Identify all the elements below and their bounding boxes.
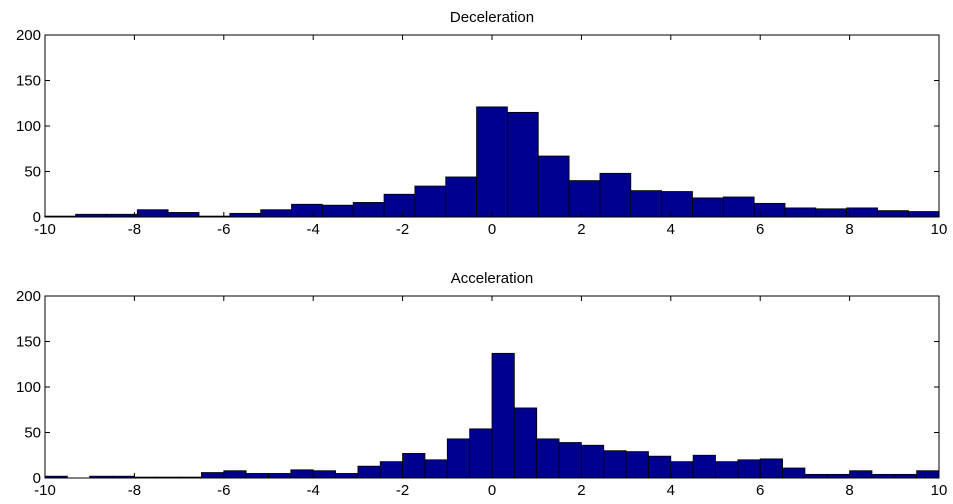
histogram-bar xyxy=(357,465,381,479)
histogram-bar xyxy=(599,172,632,218)
x-tick-label: -4 xyxy=(307,482,320,499)
histogram-bar xyxy=(290,469,314,479)
histogram-bar xyxy=(907,211,940,218)
histogram-bar xyxy=(630,190,663,218)
histogram-bar xyxy=(491,352,515,479)
x-tick-label: -8 xyxy=(128,482,141,499)
histogram-bar xyxy=(893,473,918,479)
y-tick-label: 0 xyxy=(33,470,41,487)
histogram-bar xyxy=(537,155,570,218)
y-tick-label: 200 xyxy=(16,27,41,44)
x-tick-label: -2 xyxy=(396,482,409,499)
histogram-bar xyxy=(871,473,895,479)
histogram-bar xyxy=(352,202,385,218)
x-tick-label: 10 xyxy=(931,482,948,499)
histogram-bar xyxy=(877,210,909,218)
x-tick-label: 10 xyxy=(931,221,948,238)
chart-title: Acceleration xyxy=(451,270,534,287)
histogram-bar xyxy=(445,176,477,218)
histogram-bar xyxy=(722,196,755,218)
deceleration-histogram: Deceleration -10 -8 -6 -4 -2 0 2 4 6 8 10050100150… xyxy=(16,9,947,238)
histogram-bar xyxy=(692,197,724,218)
histogram-bar xyxy=(916,470,940,479)
histogram-bar xyxy=(782,467,806,479)
histogram-bar xyxy=(379,461,404,479)
histogram-bar xyxy=(469,428,493,479)
histogram-bar xyxy=(402,453,426,479)
histogram-bar xyxy=(260,209,292,218)
histogram-bar xyxy=(558,442,582,479)
histogram-bar xyxy=(136,209,169,218)
histogram-bar xyxy=(784,207,817,218)
histogram-bar xyxy=(414,185,447,218)
acceleration-histogram: Acceleration -10 -8 -6 -4 -2 0 2 4 6 8 10050100150… xyxy=(16,270,947,499)
x-tick-label: 6 xyxy=(756,482,764,499)
histogram-bar xyxy=(201,472,225,479)
histogram-bar xyxy=(670,461,694,479)
histogram-bar xyxy=(268,473,292,479)
y-tick-label: 150 xyxy=(16,73,41,90)
histogram-bar xyxy=(476,106,508,218)
x-tick-label: -2 xyxy=(396,221,409,238)
histogram-bar xyxy=(291,203,323,218)
histogram-bar xyxy=(692,454,716,479)
histogram-bar xyxy=(753,202,786,218)
y-tick-label: 100 xyxy=(16,379,41,396)
x-tick-label: 6 xyxy=(756,221,764,238)
histogram-bar xyxy=(849,470,873,479)
y-tick-label: 150 xyxy=(16,334,41,351)
histogram-bar xyxy=(737,459,761,479)
x-tick-label: -10 xyxy=(34,482,56,499)
histogram-bar xyxy=(804,473,828,479)
histogram-bar xyxy=(229,212,262,218)
histogram-bar xyxy=(167,212,200,218)
x-tick-label: 0 xyxy=(488,482,496,499)
x-tick-label: 2 xyxy=(577,221,585,238)
chart-title: Deceleration xyxy=(450,9,534,26)
x-tick-label: -10 xyxy=(34,221,56,238)
histogram-bar xyxy=(661,191,693,218)
y-tick-label: 50 xyxy=(24,164,41,181)
x-tick-label: 8 xyxy=(845,221,853,238)
y-tick-label: 50 xyxy=(24,425,41,442)
histogram-bar xyxy=(312,470,336,479)
x-tick-label: -6 xyxy=(217,221,230,238)
x-tick-label: 4 xyxy=(667,482,675,499)
x-tick-label: -8 xyxy=(128,221,141,238)
y-tick-label: 0 xyxy=(33,209,41,226)
histogram-bar xyxy=(846,207,878,218)
histogram-bar xyxy=(568,180,601,218)
histogram-bar xyxy=(424,459,448,479)
histogram-bar xyxy=(625,451,649,479)
histogram-bar xyxy=(335,473,359,479)
histogram-bar xyxy=(507,111,539,218)
histogram-bar xyxy=(648,455,672,479)
histogram-bar xyxy=(513,407,538,479)
histogram-bar xyxy=(383,193,416,218)
x-tick-label: 0 xyxy=(488,221,496,238)
histogram-bar xyxy=(759,458,783,479)
histogram-bar xyxy=(245,473,269,479)
histogram-bar xyxy=(826,473,851,479)
x-tick-label: 2 xyxy=(577,482,585,499)
histogram-bar xyxy=(715,461,739,479)
x-tick-label: 8 xyxy=(845,482,853,499)
histogram-bar xyxy=(223,470,247,479)
histogram-bar xyxy=(603,450,627,479)
histogram-bar xyxy=(446,438,471,479)
y-tick-label: 100 xyxy=(16,118,41,135)
histogram-bar xyxy=(581,444,605,479)
x-tick-label: 4 xyxy=(667,221,675,238)
histogram-bar xyxy=(815,208,848,218)
histogram-bar xyxy=(536,438,560,479)
histogram-bar xyxy=(321,204,354,218)
y-tick-label: 200 xyxy=(16,288,41,305)
x-tick-label: -6 xyxy=(217,482,230,499)
x-tick-label: -4 xyxy=(307,221,320,238)
